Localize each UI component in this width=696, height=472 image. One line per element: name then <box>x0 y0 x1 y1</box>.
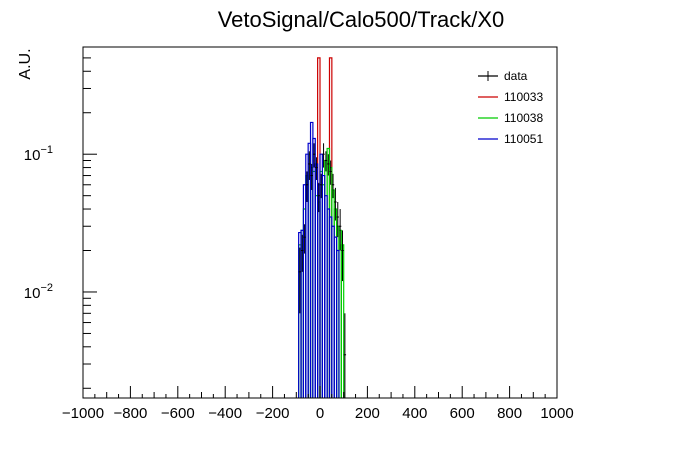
x-tick-label: −800 <box>114 405 148 422</box>
chart-title: VetoSignal/Calo500/Track/X0 <box>218 7 505 32</box>
data-point <box>322 143 325 168</box>
x-tick-label: 0 <box>316 405 324 422</box>
data-point <box>327 154 330 176</box>
data-point <box>303 224 306 254</box>
hist-bin <box>335 249 340 398</box>
legend-label-110038: 110038 <box>504 111 543 125</box>
data-point <box>317 182 320 213</box>
data-point <box>338 209 342 251</box>
legend-label-110033: 110033 <box>504 90 543 104</box>
data-point <box>331 173 335 199</box>
x-tick-label: 200 <box>355 405 380 422</box>
data-point <box>298 247 302 314</box>
data-point <box>320 173 323 199</box>
data-points-layer <box>298 143 347 398</box>
x-tick-label: 1000 <box>540 405 573 422</box>
histogram-series-layer <box>298 57 345 398</box>
x-tick-label: −200 <box>256 405 290 422</box>
y-axis: 10−1 10−2 <box>24 57 97 389</box>
x-tick-label: 400 <box>402 405 427 422</box>
series-110051 <box>298 121 340 398</box>
data-point <box>308 151 311 180</box>
data-point <box>312 143 316 168</box>
data-point <box>324 151 328 172</box>
y-axis-label: A.U. <box>17 48 34 79</box>
x-tick-label: 600 <box>450 405 475 422</box>
legend: data 110033 110038 110051 <box>478 69 543 146</box>
data-point <box>315 157 318 180</box>
data-point <box>341 230 344 282</box>
x-tick-label: 800 <box>497 405 522 422</box>
x-axis: −1000 −800 −600 −400 −200 0 200 400 600 800 1000 <box>62 386 574 422</box>
x-tick-label: −600 <box>161 405 195 422</box>
x-tick-label: −1000 <box>62 405 104 422</box>
legend-label-data: data <box>504 69 528 83</box>
data-point <box>329 160 332 185</box>
data-point <box>310 163 313 190</box>
data-point <box>336 201 339 238</box>
y-tick-label: 10−2 <box>24 282 53 302</box>
data-point <box>343 313 347 398</box>
legend-label-110051: 110051 <box>504 132 543 146</box>
data-point <box>305 171 309 202</box>
y-tick-label: 10−1 <box>24 144 53 164</box>
data-point <box>301 234 304 272</box>
x-tick-label: −400 <box>208 405 242 422</box>
data-point <box>334 187 337 221</box>
